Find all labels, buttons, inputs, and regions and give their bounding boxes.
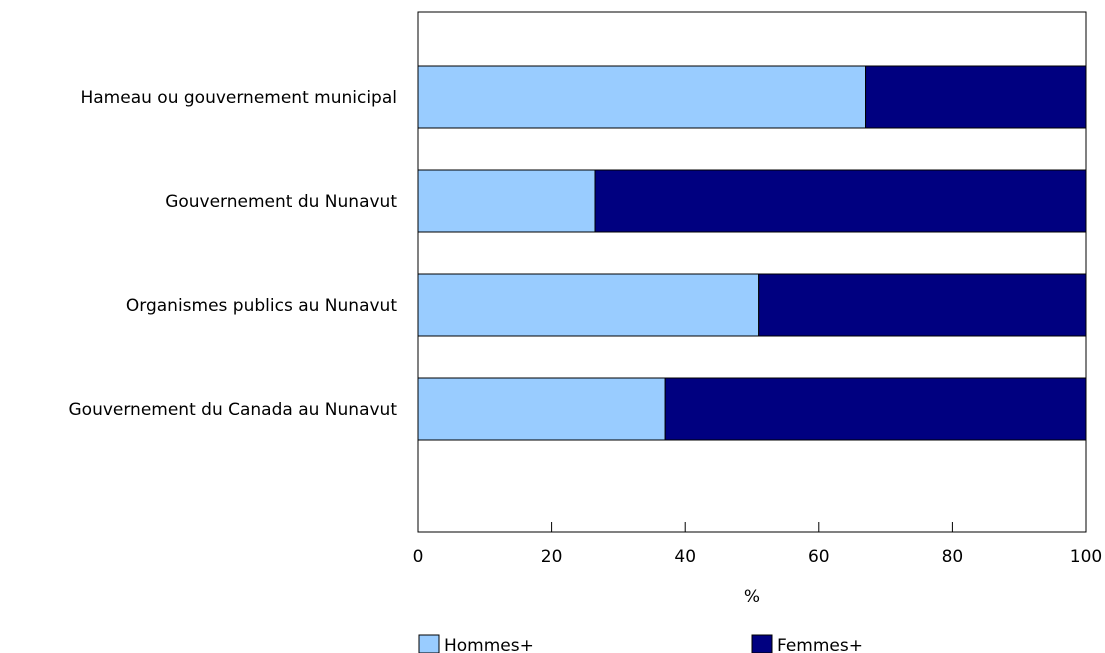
bar-hommes-0 [417,65,867,129]
legend: Hommes+ Femmes+ [418,634,863,653]
x-tick-label-0: 0 [413,547,424,567]
bar-femmes-2 [758,273,1087,337]
x-tick-label-4: 80 [942,547,964,567]
category-label-0: Hameau ou gouvernement municipal [80,88,397,108]
legend-label-hommes: Hommes+ [444,636,534,653]
bar-hommes-1 [417,169,596,233]
legend-swatch-hommes [418,634,440,653]
bar-femmes-0 [865,65,1087,129]
bar-femmes-1 [594,169,1087,233]
bar-femmes-3 [664,377,1087,441]
category-label-3: Gouvernement du Canada au Nunavut [69,400,398,420]
bar-hommes-2 [417,273,760,337]
x-tick-label-3: 60 [808,547,830,567]
x-axis-ticks: 0 20 40 60 80 100 [413,522,1102,567]
legend-label-femmes: Femmes+ [777,636,863,653]
x-tick-label-2: 40 [674,547,696,567]
category-label-1: Gouvernement du Nunavut [165,192,397,212]
x-axis-label: % [744,587,760,607]
category-label-2: Organismes publics au Nunavut [126,296,397,316]
x-tick-label-1: 20 [541,547,563,567]
x-tick-label-5: 100 [1070,547,1102,567]
bars-group [417,65,1087,441]
bar-hommes-3 [417,377,666,441]
legend-swatch-femmes [751,634,773,653]
category-labels: Hameau ou gouvernement municipal Gouverne… [69,88,398,420]
